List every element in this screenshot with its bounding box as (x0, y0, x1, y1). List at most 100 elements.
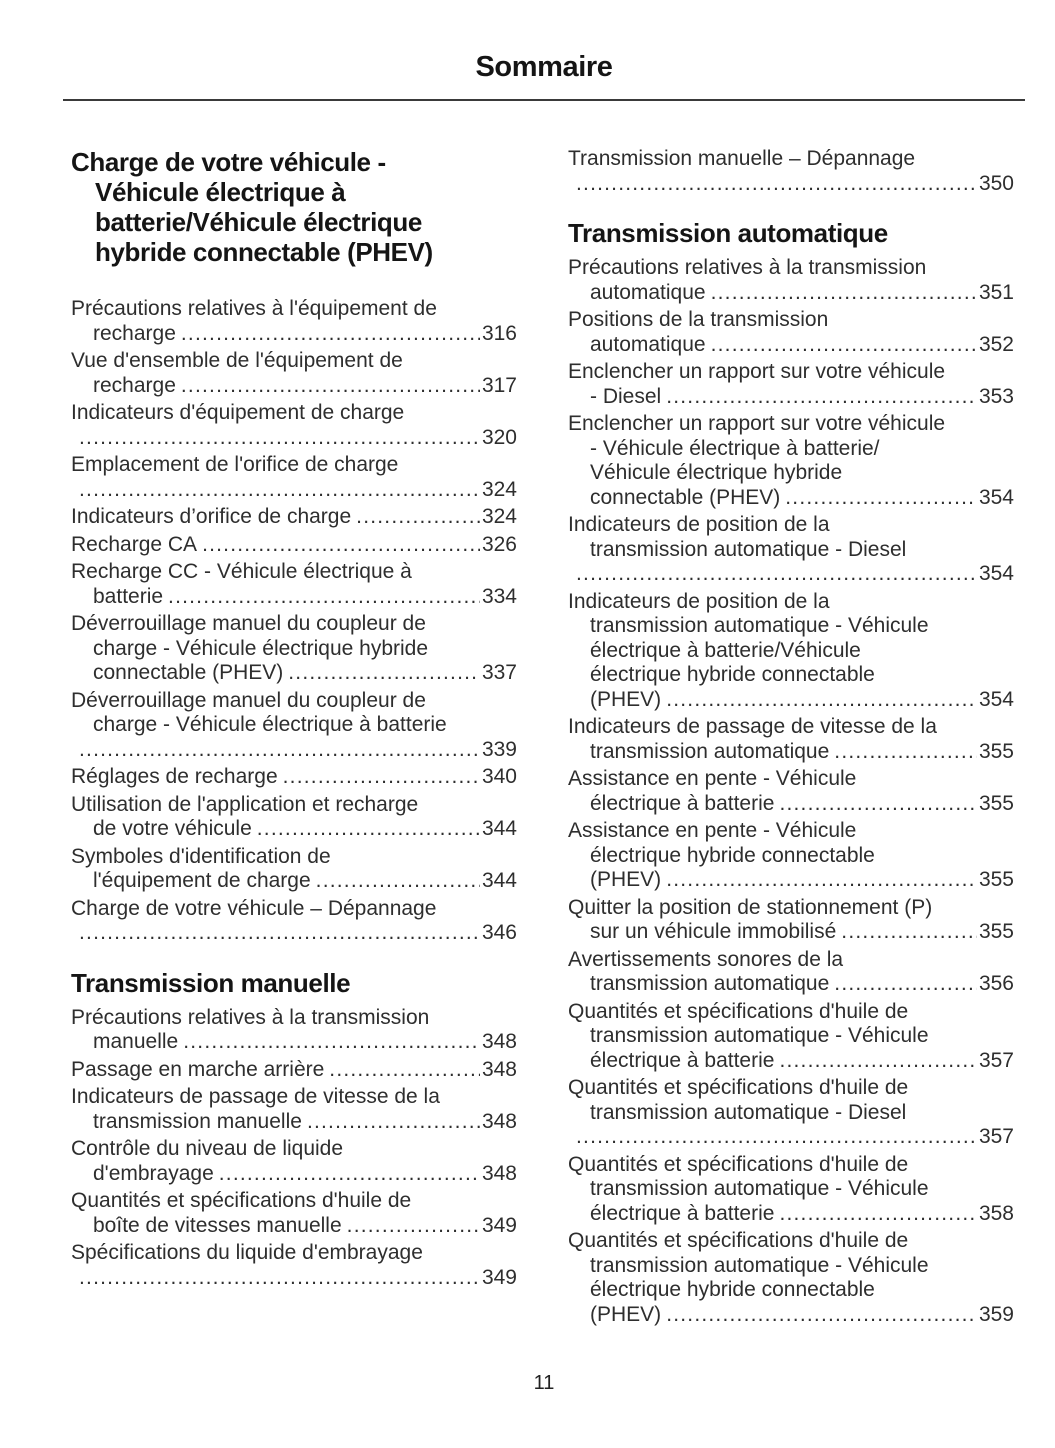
toc-entry-line: Spécifications du liquide d'embrayage (71, 1241, 423, 1264)
toc-entry: Précautions relatives à la transmission m… (71, 1006, 517, 1055)
toc-page-ref: 346 (481, 921, 517, 944)
toc-entry-line: manuelle 348 (71, 1030, 517, 1055)
toc-entry: Emplacement de l'orifice de charge 324 (71, 453, 517, 502)
toc-page-ref: 348 (481, 1161, 517, 1185)
toc-entry: Précautions relatives à la transmission a… (568, 256, 1014, 305)
toc-entry-line: 349 (71, 1266, 517, 1291)
dot-leader (576, 1125, 977, 1150)
toc-page-ref: 356 (978, 972, 1014, 995)
toc-entry-text: transmission automatique (590, 972, 830, 995)
toc-entry: Indicateurs de position de la transmissio… (568, 590, 1014, 713)
toc-entry-line: recharge 317 (71, 374, 517, 399)
toc-entry: Indicateurs d’orifice de charge 324 (71, 505, 517, 530)
toc-entry-text: recharge (93, 321, 176, 345)
toc-entry-text: de votre véhicule (93, 817, 252, 840)
toc-entry: Quantités et spécifications d'huile de tr… (568, 1076, 1014, 1150)
toc-entry-line: l'équipement de charge 344 (71, 869, 517, 894)
dot-leader (79, 478, 480, 503)
toc-entry-line: 324 (71, 478, 517, 503)
toc-entry-line: électrique hybride connectable (590, 663, 875, 686)
toc-entry-line: électrique à batterie 357 (568, 1049, 1014, 1074)
toc-entry-line: Utilisation de l'application et recharge (71, 792, 419, 816)
dot-leader (834, 972, 977, 997)
toc-columns: Charge de votre véhicule - Véhicule élect… (71, 147, 1055, 1330)
toc-entry: Réglages de recharge 340 (71, 765, 517, 790)
page-title: Sommaire (475, 51, 613, 83)
toc-entry: Déverrouillage manuel du coupleur de char… (71, 612, 517, 686)
toc-entry-line: transmission automatique - Diesel (590, 537, 907, 561)
toc-entry-line: recharge 316 (71, 322, 517, 347)
toc-page-ref: 351 (978, 280, 1014, 304)
toc-entry-line: Assistance en pente - Véhicule (568, 767, 857, 790)
toc-entry-line: Contrôle du niveau de liquide (71, 1137, 344, 1160)
dot-leader (79, 426, 480, 451)
toc-entry-line: transmission automatique - Véhicule (590, 1253, 929, 1277)
toc-entry-text: recharge (93, 373, 176, 397)
dot-leader (785, 486, 977, 511)
dot-leader (183, 1030, 480, 1055)
toc-entry-text: (PHEV) (590, 1302, 662, 1326)
toc-entry-line: 350 (568, 172, 1014, 197)
toc-entry-line: Indicateurs de position de la (568, 513, 830, 536)
toc-entry-line: (PHEV) 354 (568, 688, 1014, 713)
toc-page-ref: 359 (978, 1302, 1014, 1326)
toc-entry-text: Indicateurs d’orifice de charge (71, 505, 352, 528)
dot-leader (711, 281, 977, 306)
toc-entry: Avertissements sonores de la transmission… (568, 948, 1014, 997)
toc-entry: Indicateurs de passage de vitesse de la t… (71, 1085, 517, 1134)
toc-entry-text: connectable (PHEV) (590, 485, 781, 509)
toc-page-ref: 352 (978, 332, 1014, 356)
toc-entry-line: transmission automatique - Diesel (590, 1100, 907, 1124)
toc-entry-line: charge - Véhicule électrique hybride (93, 636, 429, 660)
toc-section-heading: Transmission automatique (568, 218, 1014, 248)
toc-entry-line: Symboles d'identification de (71, 844, 331, 868)
toc-entry-line: Enclencher un rapport sur votre véhicule (568, 360, 946, 383)
dot-leader (779, 792, 977, 817)
toc-entry: Transmission manuelle – Dépannage 350 (568, 147, 1014, 196)
dot-leader (779, 1202, 977, 1227)
toc-entry-line: Recharge CA 326 (71, 533, 517, 558)
toc-entry-line: automatique 352 (568, 333, 1014, 358)
toc-entry: Spécifications du liquide d'embrayage 349 (71, 1241, 517, 1290)
toc-entry-line: 357 (568, 1125, 1014, 1150)
toc-entry-line: Quantités et spécifications d'huile de (568, 1229, 909, 1252)
toc-heading-line: Transmission automatique (568, 218, 888, 248)
toc-entry-text: électrique à batterie (590, 791, 775, 815)
toc-entry: Passage en marche arrière 348 (71, 1058, 517, 1083)
page-number: 11 (533, 1372, 555, 1394)
toc-entry-text: transmission automatique (590, 739, 830, 763)
dot-leader (316, 869, 480, 894)
toc-entry: Enclencher un rapport sur votre véhicule… (568, 412, 1014, 510)
toc-entry-text: - Diesel (590, 384, 662, 408)
toc-entry-line: 346 (71, 921, 517, 946)
dot-leader (356, 505, 480, 530)
toc-heading-line: Véhicule électrique à (95, 177, 346, 207)
toc-page-ref: 354 (978, 562, 1014, 585)
toc-entry-line: 354 (568, 562, 1014, 587)
toc-heading-line: hybride connectable (PHEV) (95, 237, 433, 267)
toc-entry-text: connectable (PHEV) (93, 661, 284, 684)
toc-entry-line: Réglages de recharge 340 (71, 765, 517, 790)
toc-entry-line: transmission manuelle 348 (71, 1110, 517, 1135)
toc-page-ref: 348 (481, 1030, 517, 1053)
toc-entry-line: Avertissements sonores de la (568, 947, 844, 971)
toc-entry-line: électrique hybride connectable (590, 1278, 875, 1301)
toc-entry-line: électrique à batterie/Véhicule (590, 638, 861, 662)
toc-entry-text: batterie (93, 584, 164, 608)
toc-entry-text: sur un véhicule immobilisé (590, 920, 837, 943)
dot-leader (79, 921, 480, 946)
toc-page-ref: 355 (978, 791, 1014, 815)
toc-entry-line: automatique 351 (568, 281, 1014, 306)
toc-entry-line: Emplacement de l'orifice de charge (71, 453, 399, 476)
dot-leader (841, 920, 977, 945)
toc-entry-line: Précautions relatives à l'équipement de (71, 297, 437, 320)
toc-heading-line: Charge de votre véhicule - (71, 147, 386, 177)
toc-page-ref: 350 (978, 171, 1014, 195)
toc-entry-line: charge - Véhicule électrique à batterie (93, 713, 447, 736)
dot-leader (168, 585, 480, 610)
dot-leader (307, 1110, 480, 1135)
toc-page-ref: 317 (481, 373, 517, 397)
dot-leader (666, 1303, 977, 1328)
toc-entry-line: 320 (71, 426, 517, 451)
toc-column-left: Charge de votre véhicule - Véhicule élect… (71, 147, 517, 1330)
